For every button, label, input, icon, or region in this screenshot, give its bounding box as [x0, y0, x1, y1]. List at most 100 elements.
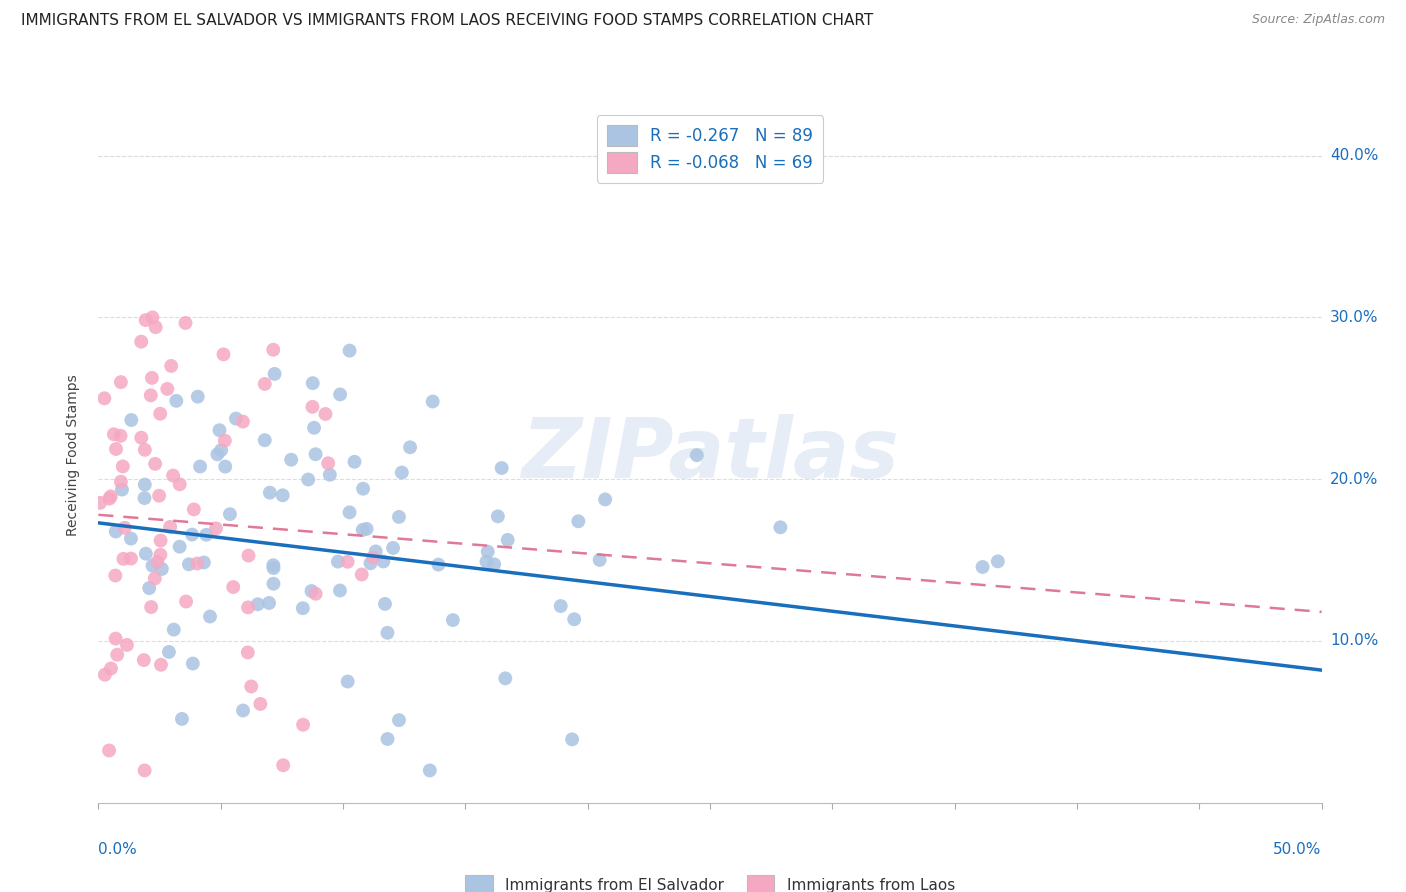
Point	[562, 612, 585, 626]
Point	[214, 434, 236, 448]
Point	[388, 509, 411, 524]
Point	[305, 587, 328, 601]
Point	[475, 555, 498, 569]
Point	[120, 532, 142, 546]
Text: 10.0%: 10.0%	[1330, 633, 1378, 648]
Point	[336, 674, 359, 689]
Point	[496, 533, 519, 547]
Point	[377, 731, 399, 746]
Point	[177, 558, 200, 572]
Point	[174, 594, 197, 608]
Point	[214, 459, 236, 474]
Point	[491, 461, 513, 475]
Point	[219, 507, 242, 521]
Point	[134, 764, 156, 778]
Point	[134, 491, 156, 505]
Point	[104, 568, 127, 582]
Point	[149, 657, 172, 672]
Point	[149, 548, 172, 562]
Point	[477, 544, 499, 558]
Point	[263, 561, 285, 575]
Point	[319, 467, 342, 482]
Point	[141, 371, 163, 385]
Point	[567, 514, 589, 528]
Point	[198, 609, 221, 624]
Point	[253, 376, 276, 391]
Point	[105, 442, 128, 456]
Point	[114, 521, 136, 535]
Point	[163, 623, 186, 637]
Point	[240, 680, 263, 694]
Text: 40.0%: 40.0%	[1330, 148, 1378, 163]
Point	[350, 567, 373, 582]
Point	[373, 554, 395, 568]
Point	[195, 528, 218, 542]
Point	[148, 489, 170, 503]
Text: 50.0%: 50.0%	[1274, 842, 1322, 856]
Point	[262, 343, 284, 357]
Point	[359, 557, 381, 571]
Point	[146, 555, 169, 569]
Point	[374, 597, 396, 611]
Point	[120, 551, 142, 566]
Point	[104, 632, 127, 646]
Point	[427, 558, 450, 572]
Point	[149, 533, 172, 548]
Point	[159, 520, 181, 534]
Legend: Immigrants from El Salvador, Immigrants from Laos: Immigrants from El Salvador, Immigrants …	[456, 866, 965, 892]
Point	[100, 661, 122, 675]
Point	[212, 347, 235, 361]
Point	[145, 320, 167, 334]
Point	[236, 645, 259, 659]
Point	[111, 483, 134, 497]
Point	[135, 313, 157, 327]
Point	[111, 459, 134, 474]
Point	[238, 549, 260, 563]
Point	[339, 505, 361, 519]
Text: 20.0%: 20.0%	[1330, 472, 1378, 487]
Point	[208, 423, 231, 437]
Point	[156, 382, 179, 396]
Point	[329, 387, 352, 401]
Point	[419, 764, 441, 778]
Point	[364, 544, 387, 558]
Text: Source: ZipAtlas.com: Source: ZipAtlas.com	[1251, 13, 1385, 27]
Point	[253, 433, 276, 447]
Point	[209, 443, 232, 458]
Point	[139, 388, 162, 402]
Point	[271, 758, 294, 772]
Point	[134, 442, 156, 457]
Point	[89, 496, 111, 510]
Point	[98, 743, 121, 757]
Point	[186, 557, 208, 571]
Point	[352, 523, 374, 537]
Point	[205, 521, 228, 535]
Point	[207, 447, 229, 461]
Point	[588, 553, 610, 567]
Point	[326, 555, 349, 569]
Point	[135, 547, 157, 561]
Point	[301, 584, 323, 599]
Point	[143, 457, 166, 471]
Point	[134, 477, 156, 491]
Point	[129, 334, 152, 349]
Point	[271, 488, 294, 502]
Point	[120, 413, 142, 427]
Point	[193, 556, 215, 570]
Point	[183, 502, 205, 516]
Point	[297, 473, 319, 487]
Point	[110, 375, 132, 389]
Point	[132, 653, 155, 667]
Point	[441, 613, 464, 627]
Point	[593, 492, 616, 507]
Point	[361, 550, 384, 565]
Text: 30.0%: 30.0%	[1330, 310, 1378, 325]
Point	[187, 390, 209, 404]
Point	[105, 648, 128, 662]
Point	[169, 477, 191, 491]
Point	[301, 400, 323, 414]
Point	[388, 713, 411, 727]
Point	[110, 475, 132, 489]
Point	[98, 491, 121, 506]
Point	[339, 343, 361, 358]
